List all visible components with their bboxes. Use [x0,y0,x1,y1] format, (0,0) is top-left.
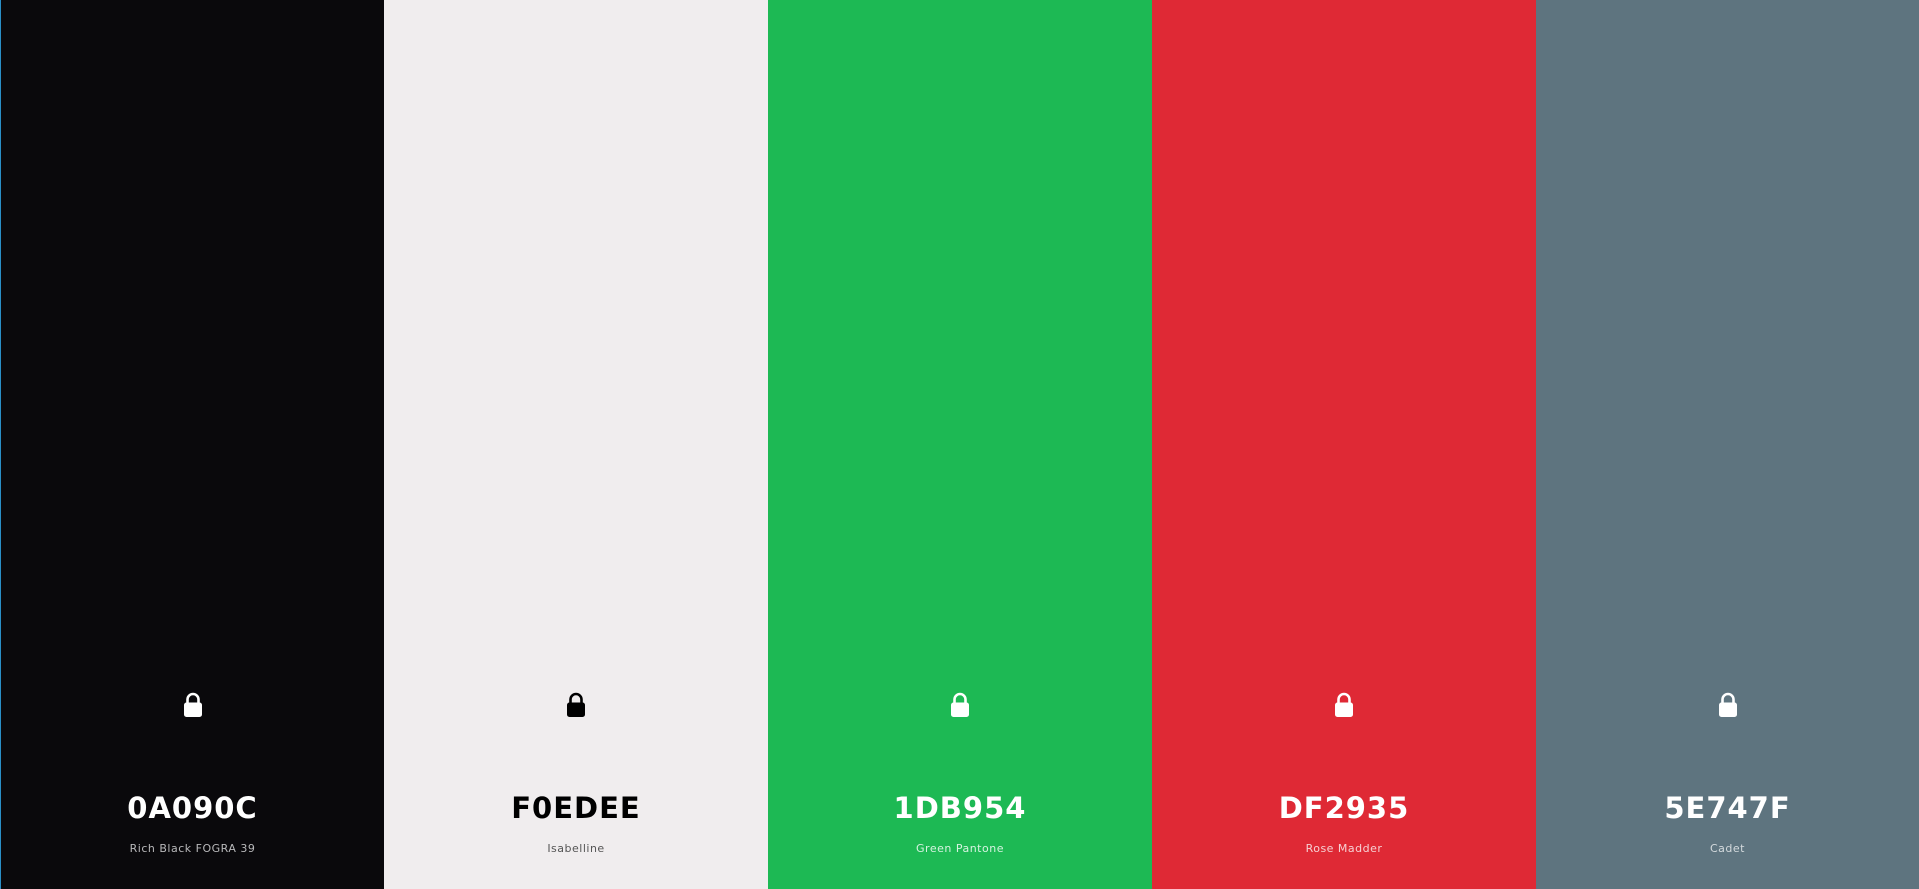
lock-icon[interactable] [1716,691,1740,719]
color-name: Isabelline [547,842,605,855]
lock-icon[interactable] [948,691,972,719]
swatch-0A090C[interactable]: 0A090C Rich Black FOGRA 39 [1,0,384,889]
lock-icon[interactable] [181,691,205,719]
lock-icon[interactable] [1332,691,1356,719]
color-name: Cadet [1710,842,1745,855]
swatch-DF2935[interactable]: DF2935 Rose Madder [1152,0,1536,889]
swatch-5E747F[interactable]: 5E747F Cadet [1536,0,1919,889]
color-name: Rich Black FOGRA 39 [129,842,256,855]
color-name: Rose Madder [1305,842,1383,855]
swatch-F0EDEE[interactable]: F0EDEE Isabelline [384,0,768,889]
color-hex-code[interactable]: 5E747F [1664,791,1791,825]
color-hex-code[interactable]: DF2935 [1278,791,1410,825]
color-hex-code[interactable]: F0EDEE [511,791,641,825]
color-hex-code[interactable]: 1DB954 [893,791,1027,825]
color-hex-code[interactable]: 0A090C [127,791,258,825]
lock-icon[interactable] [564,691,588,719]
color-name: Green Pantone [916,842,1004,855]
swatch-1DB954[interactable]: 1DB954 Green Pantone [768,0,1152,889]
